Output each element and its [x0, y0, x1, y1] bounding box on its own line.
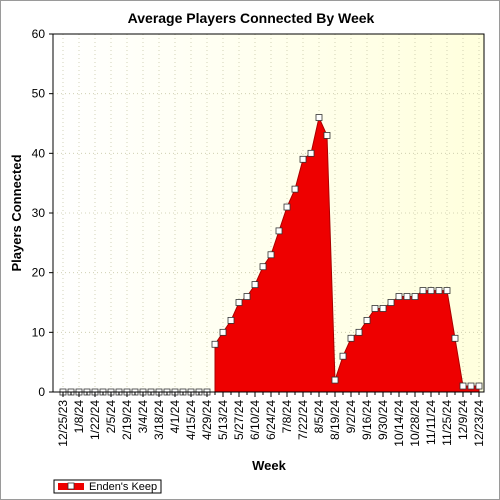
data-point — [371, 305, 379, 312]
data-point — [379, 305, 387, 312]
x-tick-label: 2/5/24 — [104, 400, 118, 434]
data-point — [315, 114, 323, 121]
x-tick-label: 10/14/24 — [392, 400, 406, 447]
data-point — [219, 328, 227, 336]
y-axis-ticks: 0 10 20 30 40 50 60 — [32, 27, 53, 399]
data-point — [259, 263, 267, 271]
data-point — [347, 334, 355, 342]
y-axis-label: Players Connected — [9, 154, 24, 271]
chart-title: Average Players Connected By Week — [128, 10, 375, 26]
x-tick-label: 3/18/24 — [152, 400, 166, 440]
x-tick-label: 12/9/24 — [456, 400, 470, 440]
x-tick-label: 10/28/24 — [408, 400, 422, 447]
x-tick-label: 12/23/24 — [472, 400, 486, 447]
x-tick-label: 5/27/24 — [232, 400, 246, 440]
data-point — [419, 287, 427, 294]
data-point — [331, 376, 339, 384]
data-point — [427, 287, 435, 294]
legend-marker-icon — [67, 482, 75, 490]
x-axis-ticks: 12/25/23 1/8/24 1/22/24 2/5/24 2/19/24 3/4/24… — [56, 392, 486, 447]
data-point — [243, 293, 251, 300]
legend: Enden's Keep — [53, 479, 162, 494]
data-point — [227, 316, 235, 324]
data-point — [467, 382, 475, 390]
y-tick-label: 40 — [32, 146, 46, 160]
x-tick-label: 6/10/24 — [248, 400, 262, 440]
x-tick-label: 1/22/24 — [88, 400, 102, 440]
x-tick-label: 4/1/24 — [168, 400, 182, 434]
legend-label: Enden's Keep — [89, 481, 157, 493]
data-point — [395, 293, 403, 300]
x-tick-label: 1/8/24 — [72, 400, 86, 434]
x-tick-label: 5/13/24 — [216, 400, 230, 440]
data-point — [451, 334, 459, 342]
x-tick-label: 9/30/24 — [376, 400, 390, 440]
x-tick-label: 8/19/24 — [328, 400, 342, 440]
data-point — [251, 281, 259, 289]
x-tick-label: 7/8/24 — [280, 400, 294, 434]
data-point — [443, 287, 451, 294]
data-point — [283, 203, 291, 211]
data-point — [235, 299, 243, 306]
y-tick-label: 10 — [32, 325, 46, 339]
data-point — [403, 293, 411, 300]
x-tick-label: 2/19/24 — [120, 400, 134, 440]
x-tick-label: 4/15/24 — [184, 400, 198, 440]
data-point — [363, 316, 371, 324]
y-tick-label: 0 — [38, 385, 45, 399]
x-tick-label: 9/2/24 — [344, 400, 358, 434]
x-axis-label: Week — [252, 458, 286, 473]
y-tick-label: 30 — [32, 206, 46, 220]
y-tick-label: 20 — [32, 266, 46, 280]
x-tick-label: 3/4/24 — [136, 400, 150, 434]
y-tick-label: 50 — [32, 87, 46, 101]
x-tick-label: 11/11/24 — [424, 400, 438, 445]
y-tick-label: 60 — [32, 27, 46, 41]
data-point — [211, 340, 219, 348]
data-point — [339, 352, 347, 360]
data-point — [307, 149, 315, 157]
x-tick-label: 4/29/24 — [200, 400, 214, 440]
data-point — [291, 185, 299, 193]
x-tick-label: 7/22/24 — [296, 400, 310, 440]
data-point — [355, 328, 363, 336]
x-tick-label: 9/16/24 — [360, 400, 374, 440]
data-point — [267, 251, 275, 259]
data-point — [387, 299, 395, 306]
x-tick-label: 8/5/24 — [312, 400, 326, 434]
data-point — [435, 287, 443, 294]
data-point — [323, 132, 331, 139]
x-tick-label: 12/25/23 — [56, 400, 70, 447]
data-point — [411, 293, 419, 300]
data-point — [275, 227, 283, 235]
x-tick-label: 6/24/24 — [264, 400, 278, 440]
data-point — [475, 382, 483, 390]
x-tick-label: 11/25/24 — [440, 400, 454, 446]
data-point — [299, 155, 307, 163]
data-point — [459, 382, 467, 390]
